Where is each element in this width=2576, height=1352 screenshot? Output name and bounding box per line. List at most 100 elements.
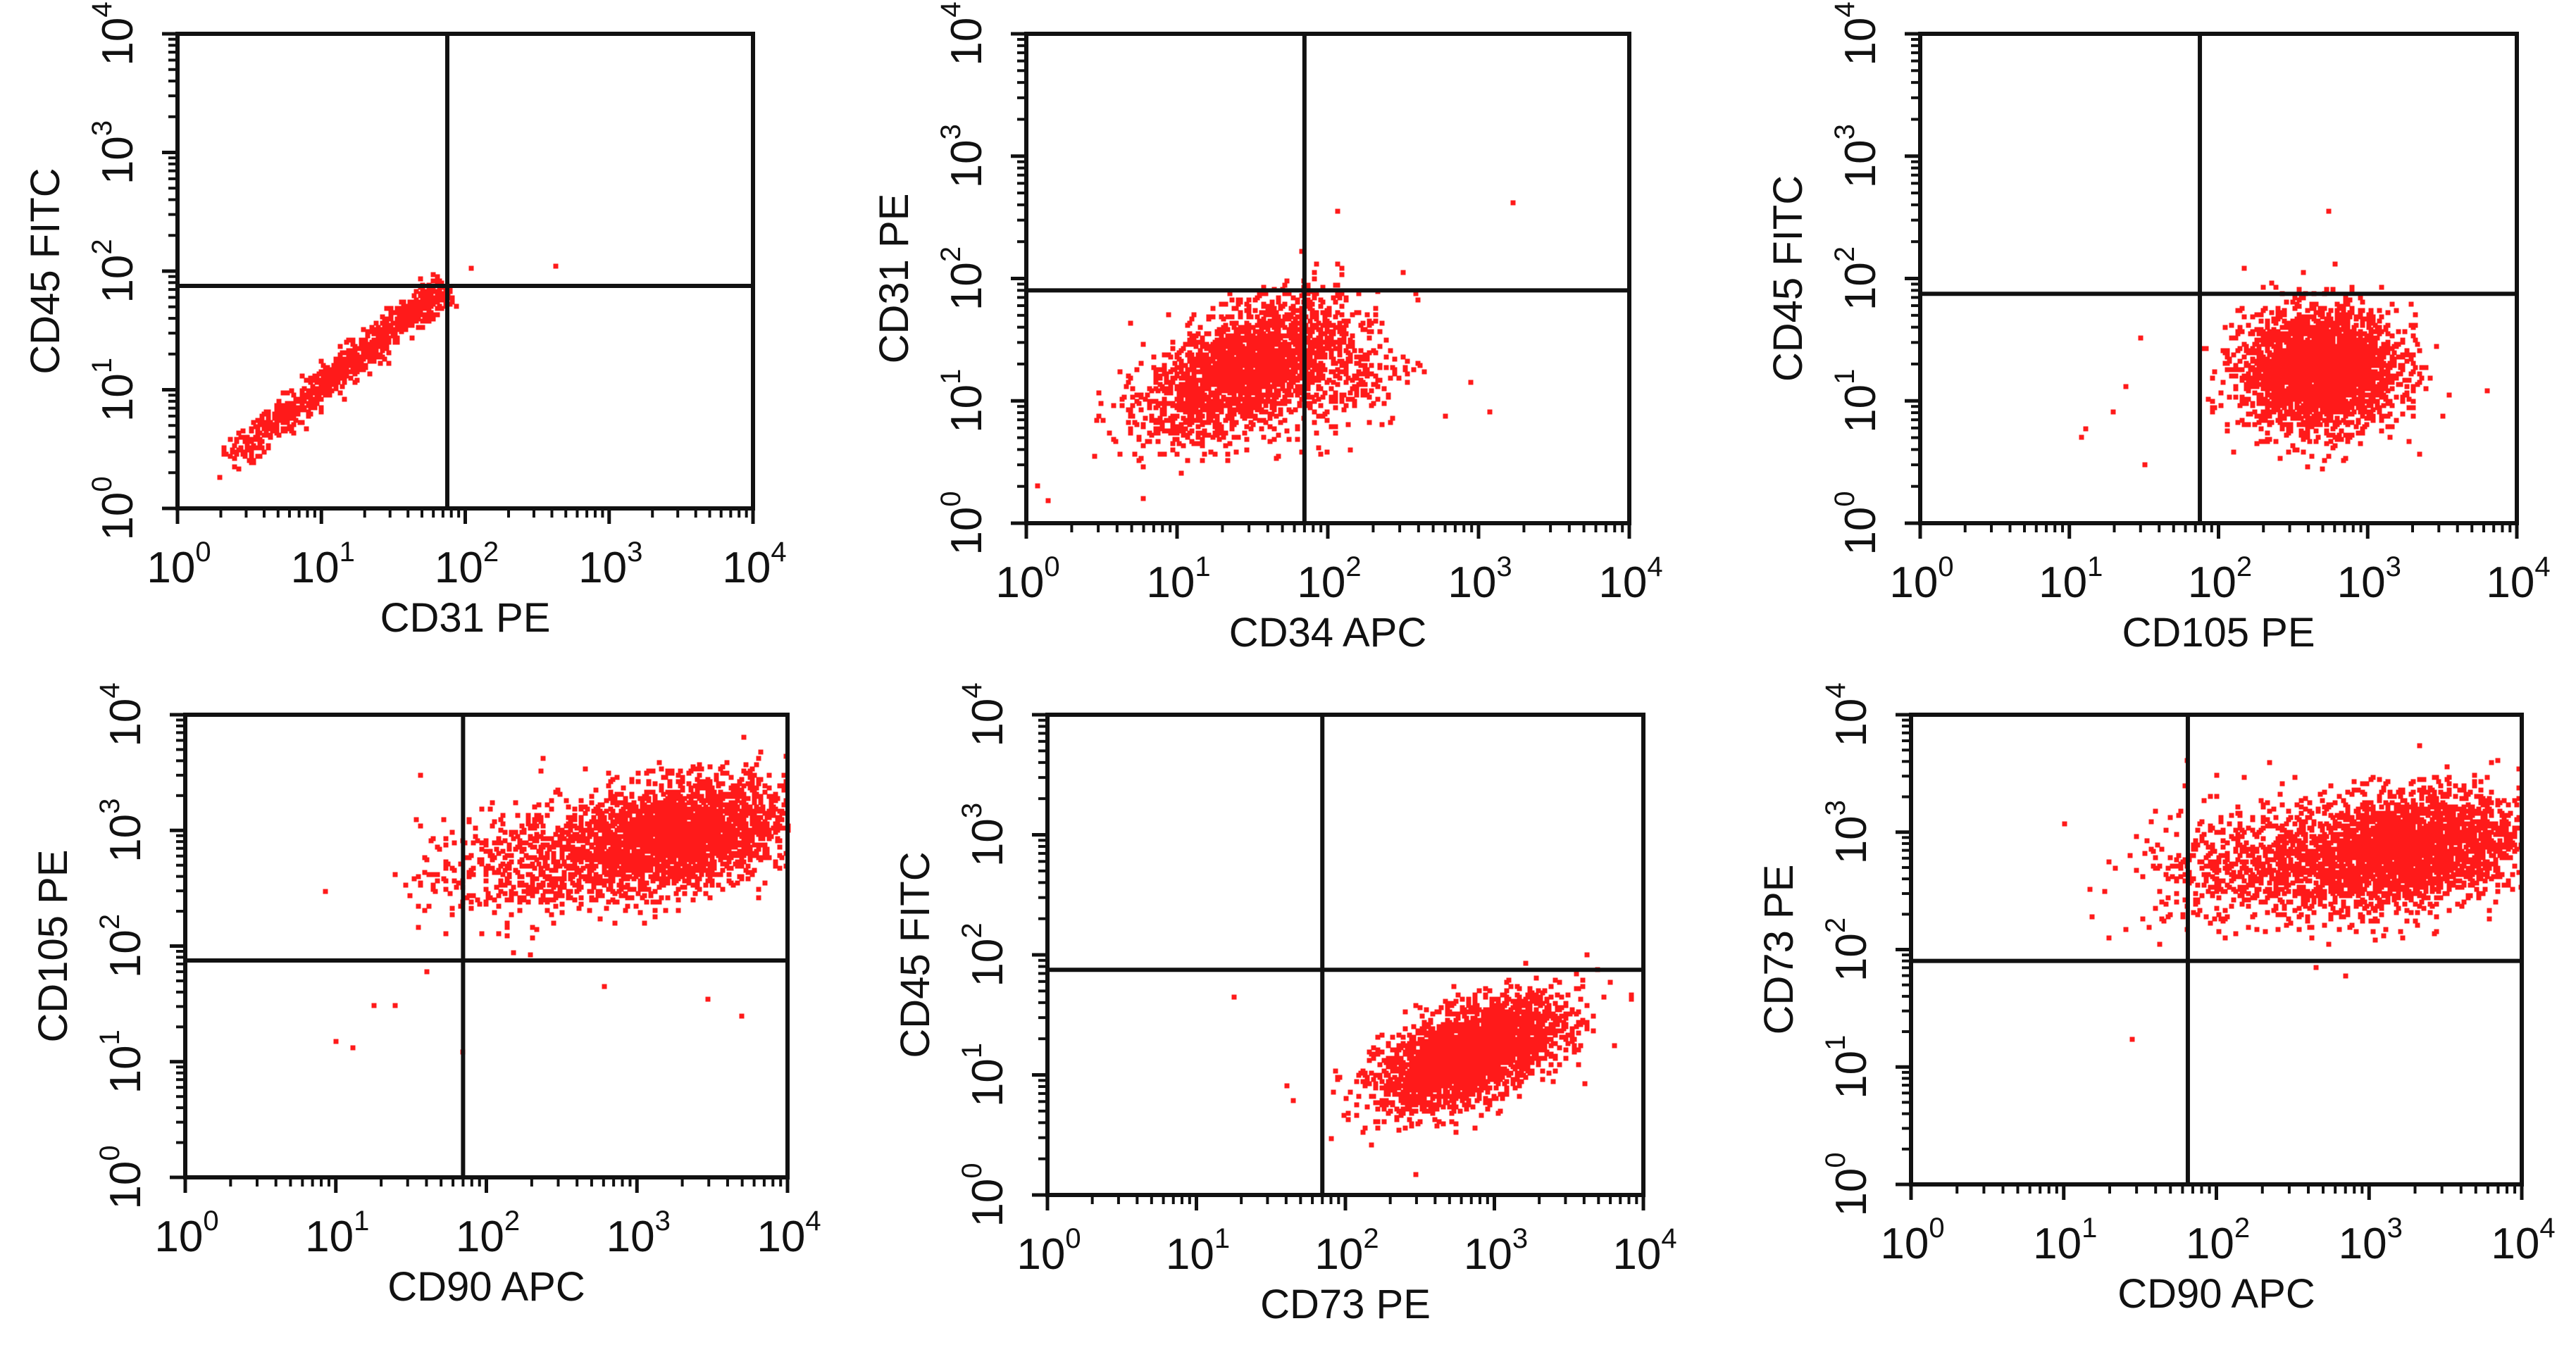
event-point — [1331, 295, 1336, 301]
event-point — [420, 303, 425, 309]
event-point — [2419, 365, 2425, 370]
event-point — [1329, 399, 1334, 404]
event-point — [1295, 339, 1300, 345]
event-point — [1265, 327, 1271, 332]
event-point — [430, 287, 436, 292]
event-point — [1324, 418, 1330, 423]
event-point — [1227, 403, 1233, 408]
event-point — [1350, 312, 1355, 318]
event-point — [1124, 384, 1129, 389]
event-point — [1168, 384, 1174, 389]
event-point — [1295, 344, 1300, 349]
event-point — [2349, 306, 2355, 311]
event-point — [1212, 430, 1218, 436]
x-tick-label: 102 — [1297, 551, 1361, 607]
event-point — [2404, 384, 2410, 389]
event-point — [1265, 361, 1271, 366]
event-point — [1341, 325, 1347, 330]
event-point — [276, 409, 282, 415]
event-point — [1200, 413, 1205, 419]
event-point — [344, 350, 349, 356]
event-point — [1178, 394, 1184, 400]
event-point — [1210, 365, 1216, 370]
event-point — [1231, 411, 1237, 417]
event-point — [1204, 342, 1209, 347]
event-point — [437, 291, 442, 296]
event-point — [1187, 356, 1193, 362]
event-point — [1269, 308, 1275, 313]
event-point — [1204, 405, 1209, 411]
event-point — [1282, 325, 1288, 330]
event-point — [1229, 384, 1235, 389]
event-point — [2413, 365, 2418, 370]
event-point — [2309, 453, 2315, 459]
event-point — [1288, 371, 1294, 377]
event-point — [1155, 388, 1161, 394]
event-point — [1322, 318, 1328, 324]
event-point — [1345, 422, 1351, 427]
event-point — [1314, 350, 1319, 356]
event-point — [1322, 367, 1328, 373]
event-point — [1187, 367, 1193, 373]
event-point — [1210, 346, 1216, 351]
event-point — [373, 320, 379, 326]
event-point — [2275, 306, 2281, 311]
event-point — [2271, 409, 2277, 415]
event-point — [1217, 375, 1222, 381]
y-tick-label: 100 — [935, 491, 991, 555]
event-point — [1337, 320, 1343, 326]
event-point — [337, 390, 343, 396]
event-point — [1200, 458, 1205, 463]
event-point — [1098, 401, 1104, 406]
event-point — [1299, 318, 1305, 324]
event-point — [318, 358, 324, 364]
outlier-point — [430, 299, 436, 305]
event-point — [1233, 320, 1239, 326]
event-point — [1269, 318, 1275, 324]
event-point — [1348, 390, 1353, 396]
event-point — [1219, 344, 1224, 349]
event-point — [1238, 310, 1243, 315]
y-tick-label: 104 — [87, 1, 142, 65]
event-point — [1200, 441, 1205, 446]
event-point — [1360, 382, 1366, 387]
event-point — [342, 396, 347, 402]
event-point — [1305, 282, 1311, 288]
event-point — [2404, 348, 2410, 353]
event-point — [418, 310, 423, 315]
event-point — [1307, 327, 1313, 332]
event-point — [367, 329, 373, 334]
event-point — [386, 337, 392, 343]
event-point — [1282, 361, 1288, 366]
event-point — [2237, 346, 2243, 351]
event-point — [1223, 365, 1228, 370]
event-point — [249, 428, 254, 434]
event-point — [1210, 306, 1216, 311]
event-point — [228, 437, 233, 442]
event-point — [314, 373, 320, 379]
event-point — [352, 344, 358, 349]
event-point — [401, 327, 406, 332]
event-point — [1413, 291, 1419, 296]
event-point — [293, 418, 299, 423]
event-point — [2446, 392, 2452, 398]
event-point — [1337, 350, 1343, 356]
event-point — [327, 380, 332, 385]
event-point — [386, 361, 392, 366]
event-point — [1227, 411, 1233, 417]
event-point — [1117, 451, 1123, 457]
event-point — [2370, 407, 2376, 413]
event-point — [1331, 339, 1336, 345]
event-point — [1290, 325, 1296, 330]
event-point — [1166, 428, 1171, 434]
event-point — [1155, 403, 1161, 408]
event-point — [321, 363, 326, 368]
y-tick-label: 101 — [935, 369, 991, 433]
event-point — [1341, 335, 1347, 341]
event-point — [1195, 418, 1201, 423]
event-point — [1193, 409, 1199, 415]
event-point — [255, 424, 261, 430]
event-point — [437, 303, 442, 309]
x-tick-label: 100 — [147, 537, 211, 592]
